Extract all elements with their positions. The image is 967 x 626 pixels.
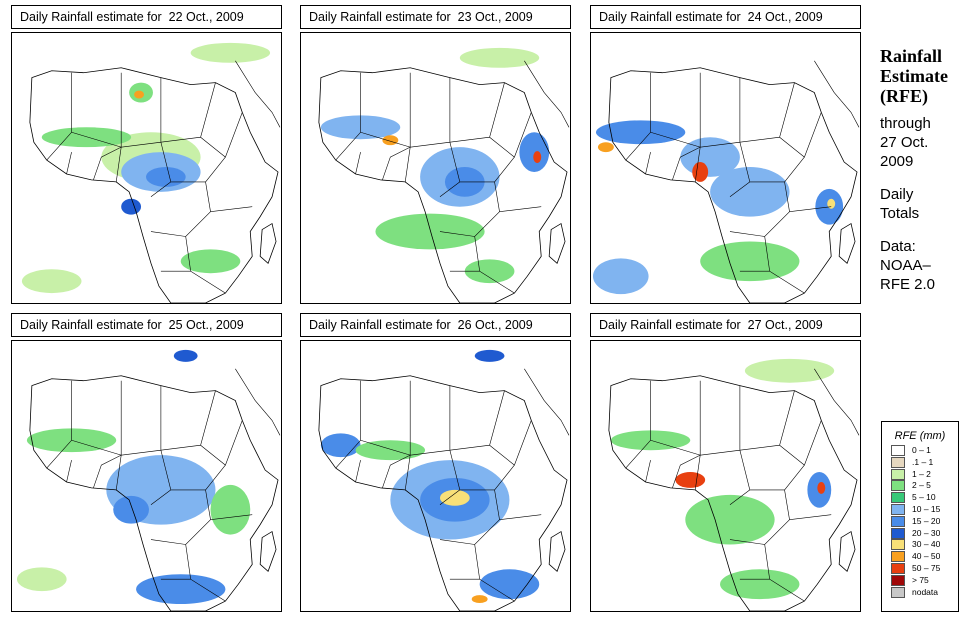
legend-swatch	[891, 586, 905, 598]
legend-swatch	[891, 492, 905, 504]
legend-item: 50 – 75	[882, 562, 958, 575]
legend-label: 5 – 10	[912, 492, 936, 503]
rainfall-map	[590, 340, 861, 612]
panel-title: Daily Rainfall estimate for 26 Oct., 200…	[300, 313, 571, 337]
rainfall-map	[300, 32, 571, 304]
data-line-3: RFE 2.0	[880, 276, 936, 293]
legend-swatch	[891, 574, 905, 586]
legend-label: 10 – 15	[912, 503, 941, 514]
panel-title: Daily Rainfall estimate for 22 Oct., 200…	[11, 5, 282, 29]
legend-swatch	[891, 445, 905, 456]
rainfall-panel-23-oct: Daily Rainfall estimate for 23 Oct., 200…	[300, 5, 571, 304]
heading-line-3: (RFE)	[880, 86, 928, 106]
through-line-1: through	[880, 115, 931, 132]
rainfall-panel-24-oct: Daily Rainfall estimate for 24 Oct., 200…	[590, 5, 861, 304]
legend-item: 15 – 20	[882, 515, 958, 528]
panel-title: Daily Rainfall estimate for 24 Oct., 200…	[590, 5, 861, 29]
data-line-1: Data:	[880, 238, 916, 255]
totals-line-1: Daily	[880, 186, 914, 203]
rainfall-map	[300, 340, 571, 612]
legend-item: 20 – 30	[882, 527, 958, 540]
legend-swatch	[891, 515, 905, 527]
rainfall-panel-27-oct: Daily Rainfall estimate for 27 Oct., 200…	[590, 313, 861, 612]
legend-label: 2 – 5	[912, 480, 931, 491]
legend-label: 50 – 75	[912, 562, 941, 573]
legend-item: 10 – 15	[882, 503, 958, 516]
panel-title: Daily Rainfall estimate for 25 Oct., 200…	[11, 313, 282, 337]
rainfall-panel-22-oct: Daily Rainfall estimate for 22 Oct., 200…	[11, 5, 282, 304]
through-line-2: 27 Oct.	[880, 134, 929, 151]
rain-areas	[610, 358, 835, 600]
legend-label: .1 – 1	[912, 456, 934, 467]
rain-areas	[320, 349, 540, 604]
rainfall-panel-26-oct: Daily Rainfall estimate for 26 Oct., 200…	[300, 313, 571, 612]
rain-areas	[592, 120, 844, 295]
legend-swatch	[891, 539, 905, 551]
rainfall-map	[590, 32, 861, 304]
totals-line-2: Totals	[880, 205, 920, 222]
legend-item: nodata	[882, 586, 958, 599]
panel-title: Daily Rainfall estimate for 27 Oct., 200…	[590, 313, 861, 337]
legend-label: 20 – 30	[912, 527, 941, 538]
legend-swatch	[891, 468, 905, 480]
legend-label: 1 – 2	[912, 468, 931, 479]
heading-line-2: Estimate	[880, 66, 948, 86]
rain-areas	[21, 42, 271, 294]
legend-swatch	[891, 503, 905, 515]
rain-areas	[16, 349, 251, 605]
rainfall-map	[11, 340, 282, 612]
legend-item: .1 – 1	[882, 456, 958, 469]
legend-item: 30 – 40	[882, 539, 958, 551]
legend-label: nodata	[912, 586, 938, 597]
through-line-3: 2009	[880, 153, 914, 170]
legend-item: 2 – 5	[882, 480, 958, 492]
legend-label: 40 – 50	[912, 551, 941, 562]
legend-item: 1 – 2	[882, 468, 958, 481]
legend-label: 15 – 20	[912, 515, 941, 526]
rainfall-map	[11, 32, 282, 304]
rainfall-panel-25-oct: Daily Rainfall estimate for 25 Oct., 200…	[11, 313, 282, 612]
legend-label: > 75	[912, 574, 929, 585]
legend-swatch	[891, 480, 905, 492]
legend-item: 0 – 1	[882, 445, 958, 457]
legend-swatch	[891, 456, 905, 468]
legend-item: > 75	[882, 574, 958, 587]
legend-item: 5 – 10	[882, 492, 958, 504]
legend-item: 40 – 50	[882, 551, 958, 563]
heading-line-1: Rainfall	[880, 46, 943, 66]
legend-swatch	[891, 551, 905, 563]
legend-swatch	[891, 527, 905, 539]
data-line-2: NOAA–	[880, 257, 931, 274]
legend-label: 30 – 40	[912, 539, 941, 550]
legend-title: RFE (mm)	[894, 430, 946, 442]
legend-label: 0 – 1	[912, 445, 931, 455]
side-caption: Rainfall Estimate (RFE) through 27 Oct. …	[880, 46, 965, 294]
panel-title: Daily Rainfall estimate for 23 Oct., 200…	[300, 5, 571, 29]
legend-swatch	[891, 562, 905, 574]
